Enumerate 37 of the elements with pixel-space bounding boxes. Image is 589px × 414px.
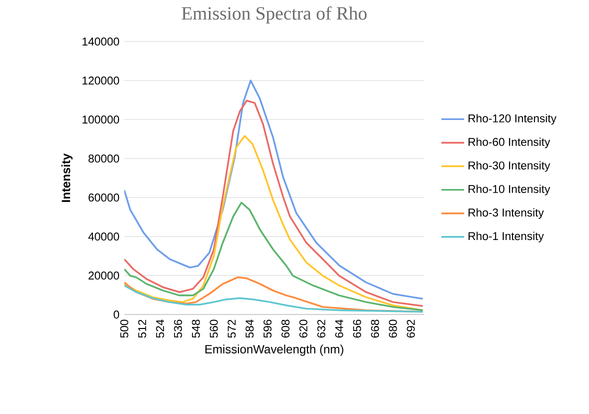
- x-tick-label: 632: [317, 320, 326, 338]
- y-tick-label: 60000: [88, 194, 120, 202]
- legend-label: Rho-30 Intensity: [468, 161, 550, 172]
- x-tick-label: 692: [406, 320, 415, 338]
- legend-label: Rho-1 Intensity: [468, 232, 544, 242]
- x-tick-label: 608: [281, 320, 290, 338]
- y-tick-label: 20000: [88, 272, 120, 280]
- line-series: [124, 202, 424, 312]
- x-tick-label: 548: [192, 320, 200, 338]
- x-tick-label: 584: [246, 320, 254, 338]
- x-tick-label: 572: [228, 320, 236, 338]
- x-tick-label: 512: [138, 320, 146, 338]
- legend-label: Rho-120 Intensity: [468, 114, 556, 125]
- y-tick-label: 0: [114, 310, 120, 319]
- x-axis-title: EmissionWavelength (nm): [205, 344, 344, 356]
- y-tick-label: 140000: [82, 38, 120, 46]
- x-tick-label: 620: [299, 320, 308, 338]
- chart-title: Emission Spectra of Rho: [182, 6, 367, 24]
- y-axis-title: Intensity: [61, 153, 73, 202]
- y-tick-label: 100000: [82, 116, 120, 124]
- y-tick-label: 80000: [88, 154, 120, 163]
- y-tick-label: 40000: [88, 232, 120, 241]
- x-tick-label: 596: [264, 320, 272, 338]
- y-tick-label: 120000: [82, 76, 120, 85]
- legend-label: Rho-10 Intensity: [468, 184, 550, 196]
- x-tick-label: 524: [156, 320, 164, 338]
- x-tick-label: 680: [388, 320, 397, 338]
- x-tick-label: 656: [353, 320, 362, 338]
- line-series: [124, 135, 424, 312]
- x-tick-label: 560: [210, 320, 218, 338]
- line-series: [124, 284, 424, 313]
- x-tick-label: 500: [120, 320, 128, 338]
- x-tick-label: 644: [335, 320, 344, 338]
- x-tick-label: 536: [174, 320, 182, 338]
- legend-label: Rho-60 Intensity: [468, 138, 550, 148]
- x-tick-label: 668: [370, 320, 380, 338]
- legend-label: Rho-3 Intensity: [468, 208, 544, 219]
